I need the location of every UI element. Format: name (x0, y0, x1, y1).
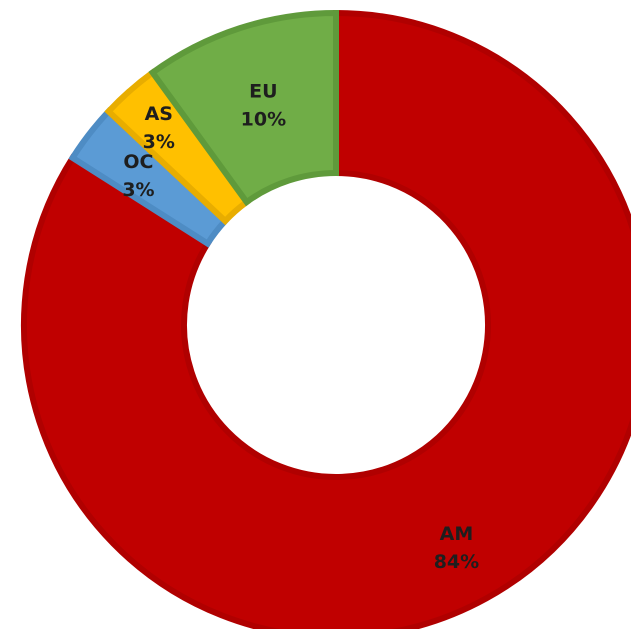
slice-label-eu: EU (249, 81, 277, 103)
donut-slices (21, 9, 631, 629)
slice-label-as: AS (145, 103, 173, 125)
slice-value-eu: 10% (241, 109, 286, 131)
slice-label-oc: OC (123, 151, 153, 173)
slice-am (21, 9, 631, 629)
slice-value-oc: 3% (122, 179, 154, 201)
slice-value-as: 3% (143, 131, 175, 153)
slice-value-am: 84% (434, 551, 479, 573)
slice-label-am: AM (440, 523, 474, 545)
slice-eu (148, 9, 339, 207)
